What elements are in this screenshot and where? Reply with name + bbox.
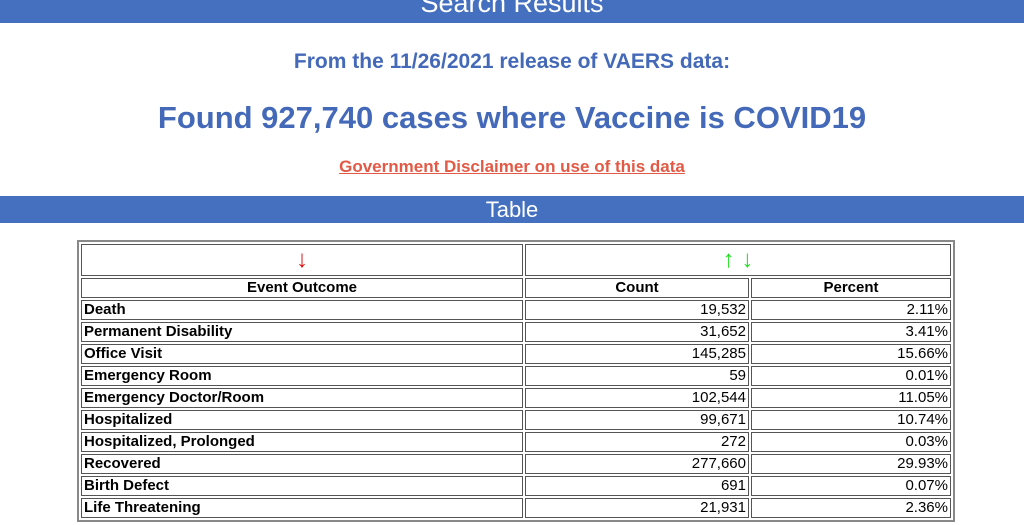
count-cell: 102,544 bbox=[525, 388, 749, 408]
table-row: Emergency Doctor/Room 102,544 11.05% bbox=[81, 388, 951, 408]
event-outcome-cell: Death bbox=[81, 300, 523, 320]
table-row: Recovered 277,660 29.93% bbox=[81, 454, 951, 474]
event-outcome-cell: Office Visit bbox=[81, 344, 523, 364]
percent-cell: 29.93% bbox=[751, 454, 951, 474]
sort-up-arrow-icon[interactable]: ↑ bbox=[722, 246, 735, 273]
event-outcome-cell: Life Threatening bbox=[81, 498, 523, 518]
event-outcome-cell: Emergency Room bbox=[81, 366, 523, 386]
event-outcome-cell: Recovered bbox=[81, 454, 523, 474]
results-table: ↓ ↑ ↓ Event Outcome Count Percent Death 1… bbox=[77, 240, 955, 522]
percent-cell: 10.74% bbox=[751, 410, 951, 430]
event-outcome-cell: Permanent Disability bbox=[81, 322, 523, 342]
table-row: Emergency Room 59 0.01% bbox=[81, 366, 951, 386]
found-line: Found 927,740 cases where Vaccine is COV… bbox=[157, 100, 867, 135]
percent-cell: 0.01% bbox=[751, 366, 951, 386]
count-cell: 145,285 bbox=[525, 344, 749, 364]
sort-cell-count: ↑ ↓ bbox=[525, 244, 951, 276]
count-cell: 272 bbox=[525, 432, 749, 452]
sort-down-arrow-icon[interactable]: ↓ bbox=[741, 246, 754, 273]
column-header: Event Outcome bbox=[81, 278, 523, 298]
release-line: From the 11/26/2021 release of VAERS dat… bbox=[293, 50, 731, 73]
count-cell: 99,671 bbox=[525, 410, 749, 430]
percent-cell: 15.66% bbox=[751, 344, 951, 364]
table-section-bar: Table bbox=[0, 196, 1024, 223]
count-cell: 277,660 bbox=[525, 454, 749, 474]
table-row: Death 19,532 2.11% bbox=[81, 300, 951, 320]
count-cell: 21,931 bbox=[525, 498, 749, 518]
table-row: Hospitalized 99,671 10.74% bbox=[81, 410, 951, 430]
count-cell: 59 bbox=[525, 366, 749, 386]
table-row: Life Threatening 21,931 2.36% bbox=[81, 498, 951, 518]
percent-cell: 0.07% bbox=[751, 476, 951, 496]
count-cell: 691 bbox=[525, 476, 749, 496]
table-header-row: Event Outcome Count Percent bbox=[81, 278, 951, 298]
table-row: Office Visit 145,285 15.66% bbox=[81, 344, 951, 364]
table-row: Permanent Disability 31,652 3.41% bbox=[81, 322, 951, 342]
event-outcome-cell: Birth Defect bbox=[81, 476, 523, 496]
count-cell: 19,532 bbox=[525, 300, 749, 320]
search-results-header: Search Results bbox=[0, 0, 1024, 23]
column-header: Percent bbox=[751, 278, 951, 298]
event-outcome-cell: Hospitalized bbox=[81, 410, 523, 430]
percent-cell: 0.03% bbox=[751, 432, 951, 452]
percent-cell: 11.05% bbox=[751, 388, 951, 408]
header-title: Search Results bbox=[420, 0, 604, 18]
event-outcome-cell: Emergency Doctor/Room bbox=[81, 388, 523, 408]
table-row: Hospitalized, Prolonged 272 0.03% bbox=[81, 432, 951, 452]
sort-cell-event-outcome: ↓ bbox=[81, 244, 523, 276]
event-outcome-cell: Hospitalized, Prolonged bbox=[81, 432, 523, 452]
percent-cell: 2.11% bbox=[751, 300, 951, 320]
disclaimer-link[interactable]: Government Disclaimer on use of this dat… bbox=[339, 157, 685, 176]
percent-cell: 2.36% bbox=[751, 498, 951, 518]
table-row: Birth Defect 691 0.07% bbox=[81, 476, 951, 496]
sort-down-arrow-icon[interactable]: ↓ bbox=[296, 246, 308, 273]
count-cell: 31,652 bbox=[525, 322, 749, 342]
percent-cell: 3.41% bbox=[751, 322, 951, 342]
column-header: Count bbox=[525, 278, 749, 298]
